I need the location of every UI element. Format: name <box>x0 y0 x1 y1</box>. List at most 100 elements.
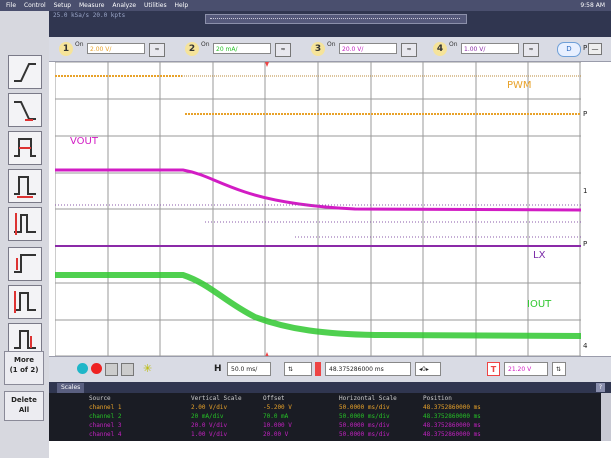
table-row: channel 1 2.00 V/div -5.200 V 50.0000 ms… <box>49 404 601 412</box>
single-button[interactable] <box>105 363 118 376</box>
table-row: channel 4 1.00 V/div 20.00 V 50.0000 ms/… <box>49 431 601 439</box>
channel-3-adjust[interactable]: ≈ <box>401 43 417 57</box>
channel-bar: 1 On 2.00 V/ ≈ 2 On 20 mA/ ≈ 3 On 20.0 V… <box>49 37 611 62</box>
channel-1-on-toggle[interactable]: On <box>75 41 84 48</box>
menu-measure[interactable]: Measure <box>78 2 105 9</box>
channel-4-scale[interactable]: 1.00 V/ <box>461 43 519 54</box>
channel-3-on-toggle[interactable]: On <box>327 41 336 48</box>
channel-4-adjust[interactable]: ≈ <box>523 43 539 57</box>
row-vscale: 20.0 V/div <box>191 422 228 429</box>
trigger-marker-top <box>265 62 269 67</box>
row-offset: -5.200 V <box>263 404 292 411</box>
menu-utilities[interactable]: Utilities <box>143 2 167 9</box>
row-position: 48.3752860000 ms <box>423 422 481 429</box>
channel-4-number[interactable]: 4 <box>433 42 447 56</box>
menu-file[interactable]: File <box>6 2 17 9</box>
more-button[interactable]: More (1 of 2) <box>4 351 44 385</box>
lx-noise-trace <box>55 204 581 238</box>
horizontal-label: H <box>214 364 222 374</box>
timebase-bar: ✳ H 50.0 ms/ ⇅ 48.375286000 ms ◂0▸ T 21.… <box>49 356 611 383</box>
table-row: channel 2 20 mA/div 70.0 mA 50.0000 ms/d… <box>49 413 601 421</box>
ground-marker-vout: 1 <box>583 187 588 195</box>
memory-wave <box>210 18 460 21</box>
row-hscale: 50.0000 ms/div <box>339 431 390 438</box>
row-position: 48.3752860000 ms <box>423 413 481 420</box>
iout-trace <box>55 272 582 339</box>
stop-button[interactable] <box>91 363 102 374</box>
run-button[interactable] <box>77 363 88 374</box>
iout-label: IOUT <box>527 299 552 310</box>
table-scrollbar[interactable] <box>601 393 611 441</box>
rise-time-icon <box>14 213 36 235</box>
menu-setup[interactable]: Setup <box>53 2 72 9</box>
row-source: channel 1 <box>89 404 122 411</box>
amplitude-icon <box>14 254 36 273</box>
left-toolbar: More (1 of 2) Delete All <box>0 11 49 458</box>
menu-control[interactable]: Control <box>23 2 46 9</box>
more-label: More (1 of 2) <box>9 356 39 374</box>
row-position: 48.3752860000 ms <box>423 431 481 438</box>
top-level-tool[interactable] <box>8 285 42 319</box>
header-offset: Offset <box>263 395 285 402</box>
channel-3-scale[interactable]: 20.0 V/ <box>339 43 397 54</box>
position-stepper[interactable]: ◂0▸ <box>415 362 441 376</box>
header-horizontal-scale: Horizontal Scale <box>339 395 397 402</box>
channel-2-number[interactable]: 2 <box>185 42 199 56</box>
clock: 9:58 AM <box>580 2 605 9</box>
top-level-icon <box>14 291 36 313</box>
falling-edge-tool[interactable] <box>8 93 42 127</box>
header-position: Position <box>423 395 452 402</box>
scales-table: Source Vertical Scale Offset Horizontal … <box>49 393 601 441</box>
channel-2-scale[interactable]: 20 mA/ <box>213 43 271 54</box>
clear-button[interactable] <box>121 363 134 376</box>
tab-scales[interactable]: Scales <box>57 383 85 393</box>
menu-analyze[interactable]: Analyze <box>112 2 137 9</box>
ground-marker-1: P <box>583 44 588 52</box>
trigger-adjust[interactable]: ⇅ <box>552 362 566 376</box>
channel-2-adjust[interactable]: ≈ <box>275 43 291 57</box>
menu-bar: File Control Setup Measure Analyze Utili… <box>0 0 611 11</box>
help-button[interactable]: ? <box>596 383 605 392</box>
trigger-label[interactable]: T <box>487 362 500 376</box>
row-source: channel 3 <box>89 422 122 429</box>
row-hscale: 50.0000 ms/div <box>339 404 390 411</box>
pulse-width-tool[interactable] <box>8 131 42 165</box>
rising-edge-tool[interactable] <box>8 55 42 89</box>
channel-2-on-toggle[interactable]: On <box>201 41 210 48</box>
horizontal-scale-field[interactable]: 50.0 ms/ <box>227 362 271 376</box>
results-tabs: Scales ? <box>49 382 611 393</box>
channel-4-on-toggle[interactable]: On <box>449 41 458 48</box>
trigger-level-field[interactable]: 21.20 V <box>504 362 548 376</box>
menu-help[interactable]: Help <box>174 2 189 9</box>
pwm-label: PWM <box>507 80 532 91</box>
row-source: channel 2 <box>89 413 122 420</box>
row-vscale: 2.00 V/div <box>191 404 228 411</box>
ground-marker-lx: P <box>583 240 588 248</box>
waveform-display[interactable]: PWM VOUT LX IOUT <box>54 61 582 357</box>
digital-channel-button[interactable]: D <box>557 42 581 57</box>
rising-edge-icon <box>14 63 36 82</box>
row-vscale: 20 mA/div <box>191 413 224 420</box>
horizontal-position-field[interactable]: 48.375286000 ms <box>325 362 411 376</box>
channel-1-number[interactable]: 1 <box>59 42 73 56</box>
channel-1-adjust[interactable]: ≈ <box>149 43 165 57</box>
rise-time-tool[interactable] <box>8 207 42 241</box>
vout-trace <box>55 168 582 212</box>
row-source: channel 4 <box>89 431 122 438</box>
pulse-width-icon <box>14 138 36 157</box>
header-source: Source <box>89 395 111 402</box>
channel-3-number[interactable]: 3 <box>311 42 325 56</box>
period-tool[interactable] <box>8 169 42 203</box>
ground-marker-pwm: P <box>583 110 588 118</box>
autoscale-icon[interactable]: ✳ <box>143 362 153 375</box>
minimize-button[interactable]: — <box>588 43 602 55</box>
base-level-icon <box>14 330 36 349</box>
horizontal-adjust[interactable]: ⇅ <box>284 362 312 376</box>
trigger-marker-bottom <box>265 352 269 357</box>
delete-all-button[interactable]: Delete All <box>4 391 44 421</box>
waveform-svg <box>54 61 582 357</box>
memory-bar[interactable] <box>205 14 467 24</box>
lx-label: LX <box>533 250 546 261</box>
amplitude-tool[interactable] <box>8 247 42 281</box>
channel-1-scale[interactable]: 2.00 V/ <box>87 43 145 54</box>
